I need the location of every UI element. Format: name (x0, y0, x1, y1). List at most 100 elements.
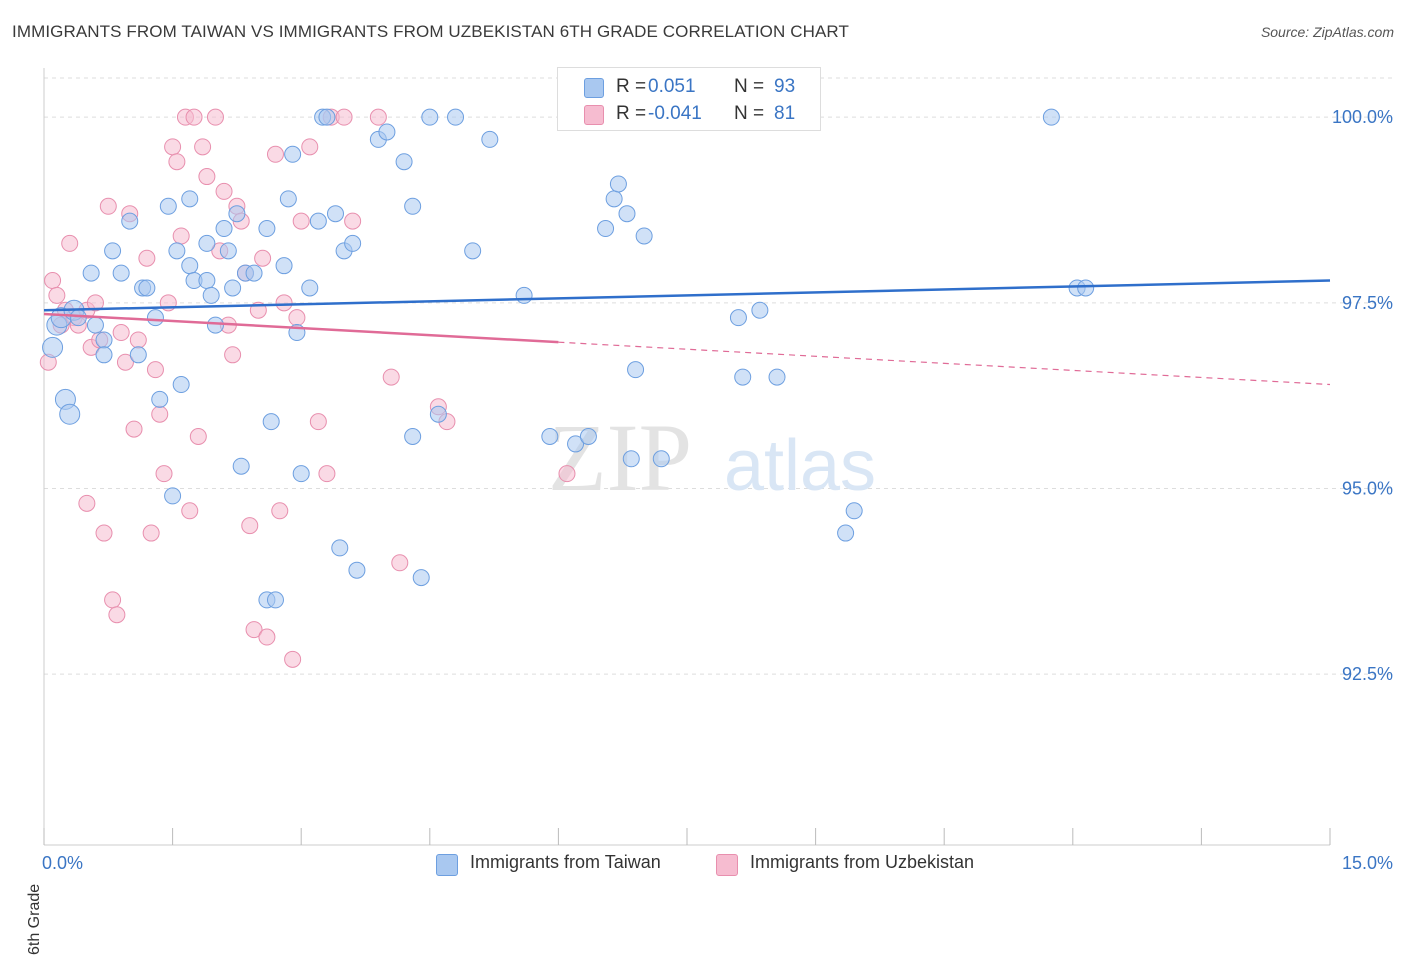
taiwan-point (198, 272, 216, 290)
taiwan-point (202, 286, 220, 304)
trend-lines (43, 279, 1331, 386)
uzbekistan-point (198, 168, 216, 186)
taiwan-point (129, 346, 147, 364)
taiwan-point (95, 331, 113, 349)
taiwan-point (579, 428, 597, 446)
taiwan-point (627, 361, 645, 379)
taiwan-point (609, 175, 627, 193)
uzbekistan-trend-line (43, 312, 559, 344)
uzbekistan-point (78, 494, 96, 512)
n-value: 81 (774, 103, 796, 124)
uzbekistan-point (292, 212, 310, 230)
uzbekistan-point (146, 361, 164, 379)
taiwan-point (837, 524, 855, 542)
taiwan-point (605, 190, 623, 208)
uzbekistan-point (99, 197, 117, 215)
taiwan-point (447, 108, 465, 126)
stats-row-uzbekistan: R = -0.041 N = 81 (558, 101, 820, 127)
taiwan-point (597, 220, 615, 238)
uzbekistan-point (369, 108, 387, 126)
taiwan-point (245, 264, 263, 282)
series-taiwan-points (42, 108, 1095, 609)
uzbekistan-point (86, 294, 104, 312)
taiwan-point (232, 457, 250, 475)
taiwan-point (95, 346, 113, 364)
y-axis-label: 6th Grade (26, 883, 43, 955)
uzbekistan-point (95, 524, 113, 542)
taiwan-point (515, 286, 533, 304)
taiwan-point (309, 212, 327, 230)
x-tick-label-max: 15.0% (1342, 853, 1393, 873)
uzbekistan-point (266, 145, 284, 163)
taiwan-swatch (584, 78, 604, 98)
uzbekistan-point (116, 353, 134, 371)
uzbekistan-point (288, 309, 306, 327)
n-label: N = (734, 76, 765, 97)
uzbekistan-point (151, 405, 169, 423)
stats-legend: R = 0.051 N = 93 R = -0.041 N = 81 (557, 67, 821, 131)
uzbekistan-point (142, 524, 160, 542)
taiwan-point (412, 569, 430, 587)
taiwan-point (481, 130, 499, 148)
uzbekistan-point (129, 331, 147, 349)
uzbekistan-point (309, 413, 327, 431)
y-tick-label: 100.0% (1332, 107, 1393, 127)
taiwan-point (266, 591, 284, 609)
uzbekistan-point (284, 650, 302, 668)
taiwan-point (206, 316, 224, 334)
taiwan-point (224, 279, 242, 297)
taiwan-point (198, 234, 216, 252)
uzbekistan-point (258, 628, 276, 646)
taiwan-point (172, 376, 190, 394)
taiwan-point (1077, 279, 1095, 297)
uzbekistan-trend-extension (558, 341, 1331, 386)
taiwan-point (159, 197, 177, 215)
uzbekistan-point (224, 346, 242, 364)
uzbekistan-point (44, 272, 62, 290)
taiwan-point (275, 257, 293, 275)
taiwan-trend-line (43, 279, 1331, 312)
taiwan-point (404, 197, 422, 215)
uzbekistan-point (391, 554, 409, 572)
watermark: ZIP atlas (548, 404, 876, 511)
stats-row-taiwan: R = 0.051 N = 93 (558, 74, 820, 100)
uzbekistan-point (558, 465, 576, 483)
watermark-zip: ZIP (548, 404, 692, 511)
uzbekistan-point (125, 420, 143, 438)
tick-labels: 92.5% 95.0% 97.5% 100.0% 0.0% 15.0% (42, 107, 1393, 873)
y-tick-label: 95.0% (1342, 478, 1393, 498)
r-value: 0.051 (648, 76, 696, 97)
uzbekistan-point (382, 368, 400, 386)
uzbekistan-point (48, 286, 66, 304)
taiwan-point (618, 205, 636, 223)
taiwan-point (734, 368, 752, 386)
taiwan-point (567, 435, 585, 453)
taiwan-point (151, 390, 169, 408)
chart-source: Source: ZipAtlas.com (1260, 24, 1394, 40)
grid-lines (44, 77, 1392, 675)
taiwan-point (59, 403, 81, 425)
uzbekistan-point (185, 108, 203, 126)
taiwan-point (429, 405, 447, 423)
uzbekistan-swatch (584, 105, 604, 125)
taiwan-point (622, 450, 640, 468)
legend-label-taiwan: Immigrants from Taiwan (470, 852, 661, 872)
taiwan-point (301, 279, 319, 297)
uzbekistan-point (138, 249, 156, 267)
uzbekistan-point (194, 138, 212, 156)
legend-label-uzbekistan: Immigrants from Uzbekistan (750, 852, 975, 872)
taiwan-point (652, 450, 670, 468)
r-label: R = (616, 76, 647, 97)
taiwan-point (164, 487, 182, 505)
taiwan-point (262, 413, 280, 431)
taiwan-legend-swatch (436, 854, 458, 876)
taiwan-point (404, 428, 422, 446)
uzbekistan-point (155, 465, 173, 483)
uzbekistan-point (275, 294, 293, 312)
taiwan-point (378, 123, 396, 141)
taiwan-point (318, 108, 336, 126)
taiwan-point (215, 220, 233, 238)
taiwan-point (112, 264, 130, 282)
uzbekistan-point (164, 138, 182, 156)
n-label: N = (734, 103, 765, 124)
